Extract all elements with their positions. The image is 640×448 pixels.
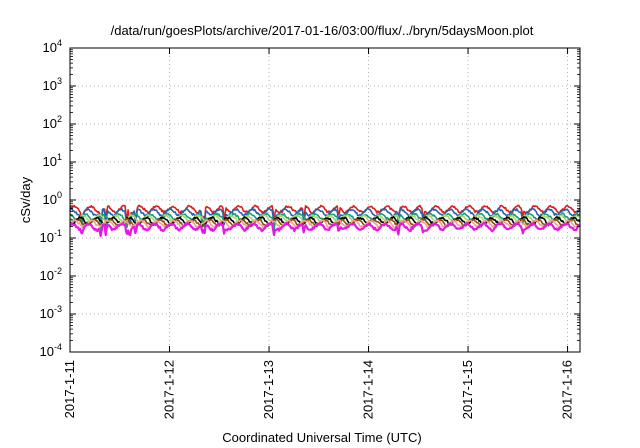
- y-tick-exponent: -4: [54, 342, 62, 352]
- x-axis-label: Coordinated Universal Time (UTC): [222, 430, 421, 445]
- y-tick-label: 10-3: [40, 304, 62, 321]
- y-tick-exponent: 2: [57, 114, 62, 124]
- y-tick-base: 10: [40, 344, 54, 359]
- y-tick-exponent: 3: [57, 76, 62, 86]
- y-tick-label: 100: [43, 190, 62, 207]
- y-tick-exponent: 0: [57, 190, 62, 200]
- x-tick-label: 2017-1-16: [560, 360, 575, 419]
- y-tick-exponent: -1: [54, 228, 62, 238]
- x-tick-label: 2017-1-14: [361, 360, 376, 419]
- x-tick-label: 2017-1-12: [162, 360, 177, 419]
- y-tick-exponent: 4: [57, 38, 62, 48]
- x-tick-label: 2017-1-13: [261, 360, 276, 419]
- grid: [70, 48, 580, 352]
- y-tick-label: 102: [43, 114, 62, 131]
- y-tick-base: 10: [40, 268, 54, 283]
- y-tick-label: 10-1: [40, 228, 62, 245]
- y-tick-label: 10-2: [40, 266, 62, 283]
- y-tick-base: 10: [43, 40, 57, 55]
- axis-ticks: 10-410-310-210-11001011021031042017-1-11…: [40, 38, 580, 419]
- y-tick-exponent: -2: [54, 266, 62, 276]
- series-line: [69, 221, 581, 237]
- y-axis-label: cSv/day: [18, 176, 33, 223]
- y-tick-base: 10: [43, 78, 57, 93]
- chart-title: /data/run/goesPlots/archive/2017-01-16/0…: [111, 23, 534, 38]
- series-line: [69, 207, 581, 230]
- y-tick-base: 10: [40, 306, 54, 321]
- y-tick-exponent: -3: [54, 304, 62, 314]
- y-tick-exponent: 1: [57, 152, 62, 162]
- y-tick-base: 10: [43, 192, 57, 207]
- series-layer: [69, 204, 581, 237]
- y-tick-label: 104: [43, 38, 62, 55]
- y-tick-label: 103: [43, 76, 62, 93]
- y-tick-label: 101: [43, 152, 62, 169]
- x-tick-label: 2017-1-11: [62, 360, 77, 418]
- y-tick-base: 10: [43, 154, 57, 169]
- y-tick-base: 10: [43, 116, 57, 131]
- x-tick-label: 2017-1-15: [460, 360, 475, 419]
- y-tick-base: 10: [40, 230, 54, 245]
- y-tick-label: 10-4: [40, 342, 62, 359]
